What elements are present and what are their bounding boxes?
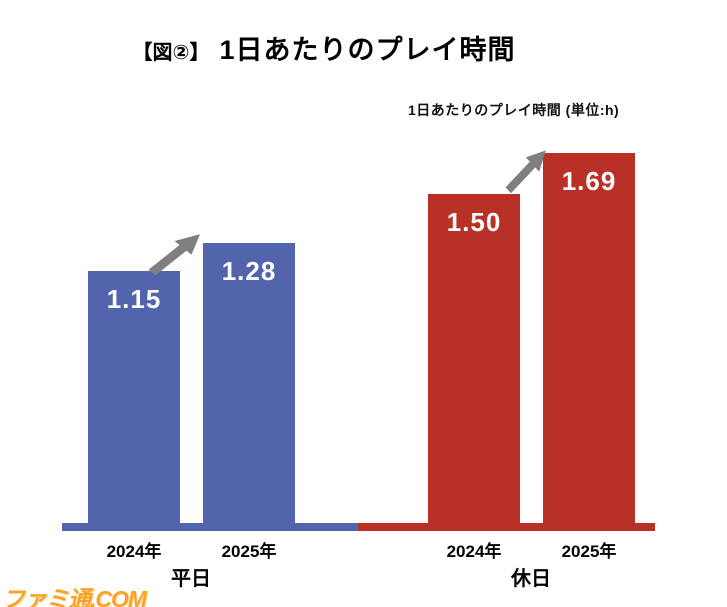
bar-value-label: 1.28: [221, 256, 277, 286]
category-label: 2025年: [561, 542, 617, 561]
group-label: 平日: [171, 568, 211, 590]
category-label: 2025年: [221, 542, 277, 561]
chart-title: 【図②】 1日あたりのプレイ時間: [0, 28, 648, 67]
x-axis-segment: [358, 523, 655, 531]
increase-arrow-icon: [148, 234, 200, 276]
bar-value-label: 1.15: [106, 284, 162, 314]
bar: 1.15: [88, 271, 180, 523]
category-label: 2024年: [106, 542, 162, 561]
famitsu-logo: ファミ通.COM: [2, 586, 147, 607]
bar: 1.28: [203, 243, 295, 523]
x-axis-segment: [62, 523, 358, 531]
group-label: 休日: [511, 568, 551, 590]
bar-value-label: 1.50: [446, 207, 502, 237]
bar: 1.50: [428, 194, 520, 523]
category-label: 2024年: [446, 542, 502, 561]
bar: 1.69: [543, 153, 635, 523]
axis-unit-note: 1日あたりのプレイ時間 (単位:h): [408, 102, 620, 118]
chart-title-prefix: 【図②】: [132, 42, 210, 64]
chart-title-text: 1日あたりのプレイ時間: [219, 35, 516, 65]
increase-arrow-icon: [505, 150, 546, 194]
bar-value-label: 1.69: [561, 166, 617, 196]
